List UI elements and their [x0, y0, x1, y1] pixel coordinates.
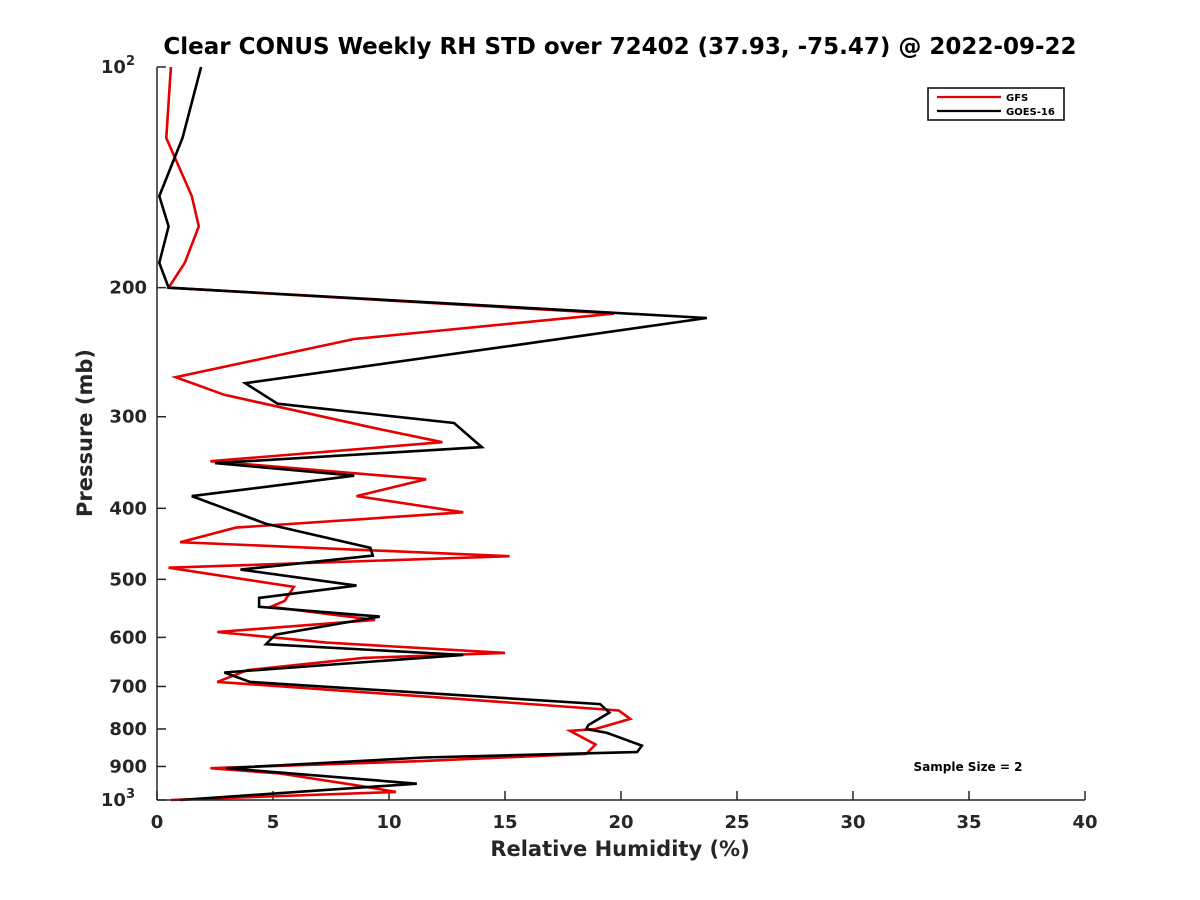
x-tick-label: 0 — [151, 812, 164, 833]
legend: GFS GOES-16 — [927, 87, 1065, 121]
series-line-gfs — [164, 66, 634, 802]
series-line-goes-16 — [157, 66, 707, 802]
y-tick-label: 300 — [109, 407, 147, 428]
x-tick-label: 35 — [956, 812, 981, 833]
sample-size-annotation: Sample Size = 2 — [914, 760, 1023, 774]
legend-box — [927, 87, 1065, 121]
x-tick-label: 40 — [1072, 812, 1097, 833]
y-tick-label: 400 — [109, 498, 147, 519]
chart-title: Clear CONUS Weekly RH STD over 72402 (37… — [163, 34, 1076, 60]
x-axis-label: Relative Humidity (%) — [490, 837, 749, 861]
y-tick-label: 900 — [109, 756, 147, 777]
x-tick-label: 25 — [724, 812, 749, 833]
y-axis-ticks: 102 200 300 400 500 600 700 800 900 103 — [101, 54, 166, 811]
series-layer — [157, 66, 707, 802]
y-tick-label: 500 — [109, 569, 147, 590]
x-tick-label: 10 — [376, 812, 401, 833]
x-tick-label: 15 — [492, 812, 517, 833]
y-tick-label: 800 — [109, 719, 147, 740]
y-tick-label: 103 — [101, 787, 135, 811]
x-tick-label: 30 — [840, 812, 865, 833]
legend-label-gfs: GFS — [1006, 93, 1028, 104]
x-tick-label: 5 — [267, 812, 280, 833]
legend-label-goes16: GOES-16 — [1006, 107, 1055, 118]
y-tick-label: 200 — [109, 278, 147, 299]
y-tick-label: 600 — [109, 627, 147, 648]
y-tick-label: 700 — [109, 676, 147, 697]
y-tick-label: 102 — [101, 54, 135, 78]
x-axis-ticks: 0 5 10 15 20 25 30 35 40 — [151, 791, 1098, 833]
plot-area — [157, 67, 1085, 800]
x-tick-label: 20 — [608, 812, 633, 833]
y-axis-label: Pressure (mb) — [73, 349, 97, 517]
